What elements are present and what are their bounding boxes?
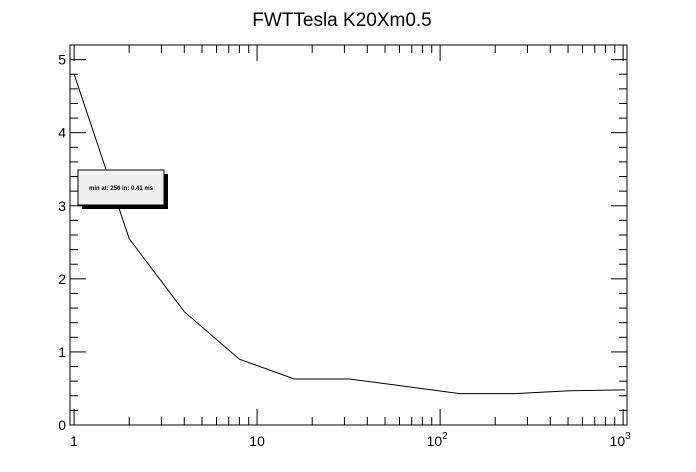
series-line: [73, 74, 626, 395]
chart-title: FWTTesla K20Xm0.5: [252, 10, 432, 31]
x-tick-label: 1: [70, 433, 78, 449]
axis-ticks: [70, 44, 627, 426]
x-tick-label-base: 1: [70, 433, 78, 449]
annotation-text: min at: 256 in: 0.41 ms: [89, 186, 154, 192]
x-tick-label-exponent: 2: [442, 431, 448, 442]
y-tick-label: 3: [58, 198, 66, 214]
y-tick-label: 2: [58, 271, 66, 287]
x-tick-label: 103: [610, 431, 632, 449]
x-tick-label-base: 10: [610, 433, 626, 449]
x-tick-label: 102: [427, 431, 449, 449]
annotation-box: min at: 256 in: 0.41 ms: [77, 169, 168, 209]
y-tick-label: 0: [58, 417, 66, 433]
y-tick-label: 5: [58, 52, 66, 68]
plot-frame: [69, 44, 628, 426]
x-tick-label-exponent: 3: [625, 431, 631, 442]
y-tick-label: 1: [58, 344, 66, 360]
annotation-panel: [77, 169, 165, 206]
x-tick-label-base: 10: [427, 433, 443, 449]
y-tick-label: 4: [58, 125, 66, 141]
x-tick-label: 10: [249, 433, 265, 449]
x-tick-label-base: 10: [249, 433, 265, 449]
